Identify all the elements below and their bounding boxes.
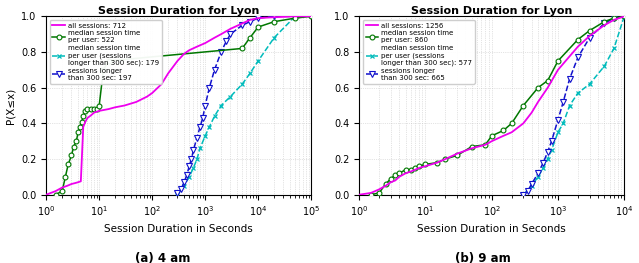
- Text: (b) 9 am: (b) 9 am: [454, 252, 511, 263]
- Title: Session Duration for Lyon: Session Duration for Lyon: [98, 6, 259, 16]
- X-axis label: Session Duration in Seconds: Session Duration in Seconds: [104, 224, 253, 234]
- Y-axis label: P(X≤x): P(X≤x): [6, 87, 15, 124]
- Title: Session Duration for Lyon: Session Duration for Lyon: [411, 6, 573, 16]
- Text: (a) 4 am: (a) 4 am: [135, 252, 190, 263]
- Legend: all sessions: 712, median session time
per user: 522, median session time
per us: all sessions: 712, median session time p…: [50, 20, 162, 84]
- X-axis label: Session Duration in Seconds: Session Duration in Seconds: [417, 224, 566, 234]
- Legend: all sessions: 1256, median session time
per user: 860, median session time
per u: all sessions: 1256, median session time …: [363, 20, 475, 84]
